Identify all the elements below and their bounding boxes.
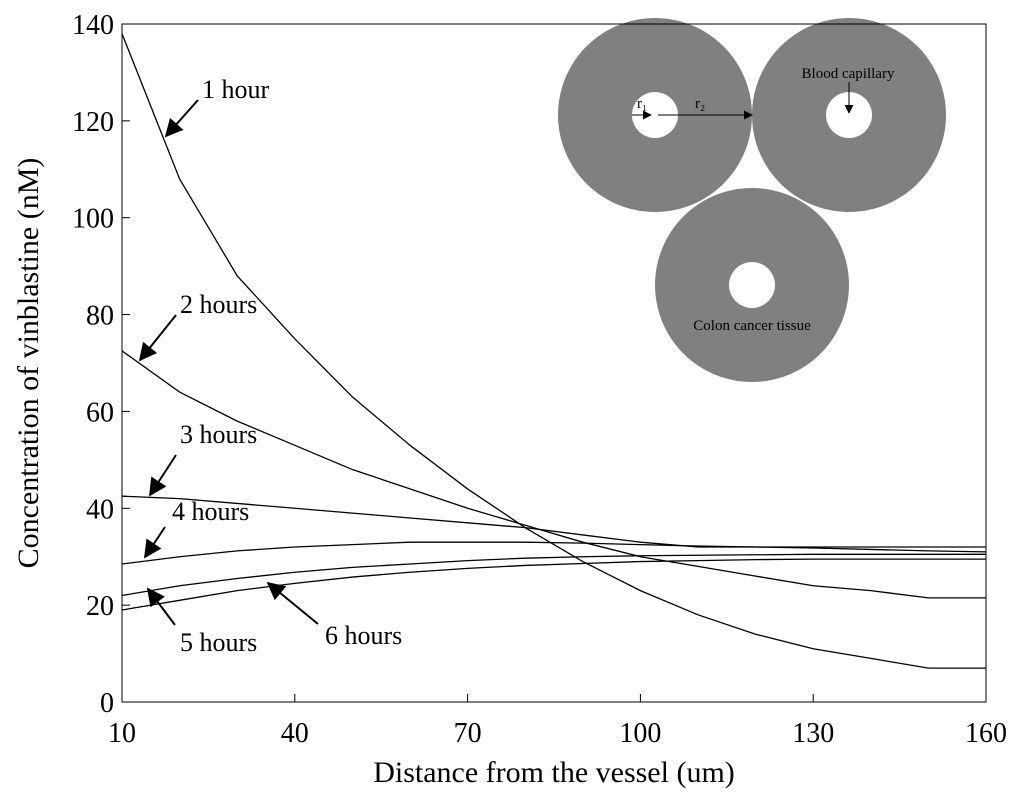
- inset-label: r₁: [637, 96, 647, 112]
- series-label: 5 hours: [180, 628, 257, 657]
- inset-label: Colon cancer tissue: [693, 318, 811, 334]
- label-arrow: [146, 587, 176, 626]
- series-line: [121, 495, 986, 548]
- series-line: [121, 553, 986, 597]
- x-tick-label: 10: [108, 718, 136, 749]
- y-tick-label: 120: [72, 107, 114, 138]
- y-tick-label: 0: [100, 688, 114, 719]
- series-label: 2 hours: [180, 290, 257, 319]
- x-tick-label: 130: [792, 718, 834, 749]
- y-tick-label: 40: [86, 494, 114, 525]
- series-label: 4 hours: [172, 497, 249, 526]
- y-tick-label: 20: [86, 591, 114, 622]
- x-axis-label: Distance from the vessel (um): [373, 756, 735, 789]
- capillary: [729, 262, 775, 308]
- series-label: 6 hours: [325, 621, 402, 650]
- y-tick-label: 80: [86, 301, 114, 332]
- label-arrow: [266, 581, 319, 625]
- x-tick-label: 70: [454, 718, 482, 749]
- series-label: 3 hours: [180, 420, 257, 449]
- x-tick-label: 100: [619, 718, 661, 749]
- x-tick-label: 40: [281, 718, 309, 749]
- series-line: [121, 350, 986, 599]
- series-line: [121, 33, 986, 669]
- label-arrow: [164, 99, 199, 138]
- plot-frame: [121, 23, 987, 703]
- y-tick-label: 60: [86, 397, 114, 428]
- y-axis-label: Concentration of vinblastine (nM): [12, 158, 45, 569]
- series-line: [121, 541, 987, 565]
- capillary: [826, 92, 872, 138]
- label-arrow: [144, 526, 166, 559]
- x-tick-label: 160: [965, 718, 1007, 749]
- series-label: 1 hour: [202, 75, 270, 104]
- y-tick-label: 140: [72, 10, 114, 41]
- capillary: [632, 92, 678, 138]
- y-tick-label: 100: [72, 204, 114, 235]
- inset: Blood capillary Colon cancer tissue r₁ r…: [558, 18, 946, 382]
- inset-label: r₂: [695, 96, 705, 112]
- label-arrow: [138, 314, 177, 362]
- inset-label: Blood capillary: [802, 66, 895, 82]
- label-arrow: [149, 454, 177, 497]
- series-line: [121, 558, 986, 611]
